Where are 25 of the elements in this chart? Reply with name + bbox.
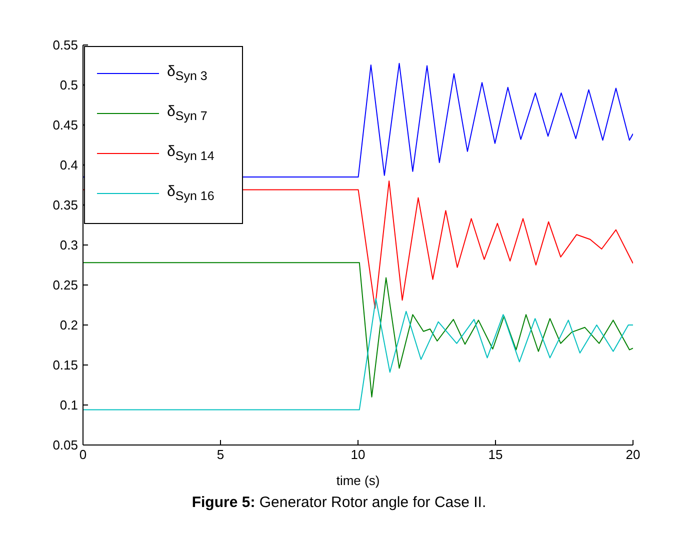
x-tick-label: 10 [350, 447, 366, 462]
line-series [83, 262, 633, 398]
x-tick-label: 20 [626, 447, 640, 462]
legend-label: δ$_{Syn 3}$ [167, 63, 208, 83]
line-series [83, 298, 633, 410]
x-tick-label: 0 [79, 447, 87, 462]
y-tick-label: 0.2 [60, 318, 78, 333]
x-axis-title: time (s) [336, 473, 380, 488]
y-tick-label: 0.5 [60, 78, 78, 93]
y-tick-label: 0.45 [52, 118, 78, 133]
legend-label: δ$_{Syn 14}$ [167, 143, 214, 163]
y-tick-label: 0.25 [52, 278, 78, 293]
y-tick-label: 0.15 [52, 358, 78, 373]
text: Figure 5: Generator Rotor angle for Case II. [190, 494, 488, 511]
y-tick-label: 0.3 [60, 238, 78, 253]
line-series [83, 62, 633, 178]
x-tick-label: 5 [216, 447, 224, 462]
x-tick-label: 15 [488, 447, 503, 462]
y-tick-label: 0.1 [60, 398, 78, 413]
legend-label: δ$_{Syn 7}$ [167, 103, 208, 123]
y-tick-label: 0.55 [52, 38, 78, 53]
y-tick-label: 0.35 [52, 198, 78, 213]
legend-label: δ$_{Syn 16}$ [167, 183, 214, 203]
y-tick-label: 0.4 [60, 158, 78, 173]
y-tick-label: 0.05 [52, 438, 78, 453]
